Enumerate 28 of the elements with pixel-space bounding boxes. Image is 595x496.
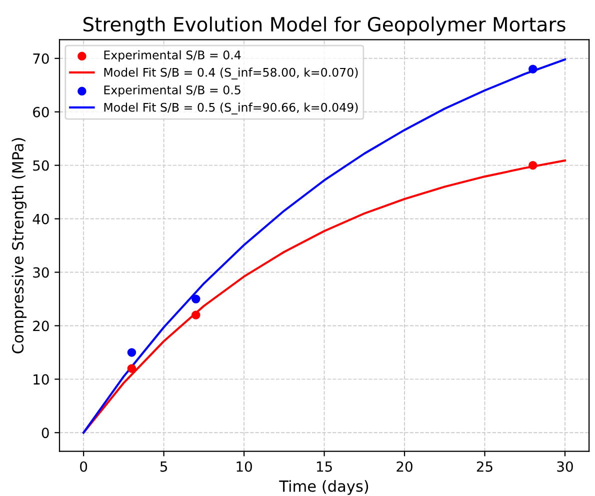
y-tick-label: 50 — [33, 160, 49, 171]
point — [528, 64, 538, 74]
legend-label: Model Fit S/B = 0.5 (S_inf=90.66, k=0.049) — [104, 102, 358, 114]
x-tick-label: 0 — [80, 461, 88, 472]
y-axis-title: Compressive Strength (MPa) — [12, 138, 27, 354]
point — [192, 310, 200, 320]
x-tick-label: 20 — [396, 461, 412, 472]
y-tick-label: 10 — [34, 374, 49, 385]
x-tick-label: 25 — [476, 461, 492, 472]
x-tick-label: 10 — [236, 461, 252, 472]
point — [127, 348, 136, 357]
legend-label: Model Fit S/B = 0.4 (S_inf=58.00, k=0.070) — [104, 68, 358, 80]
x-tick-label: 15 — [316, 462, 332, 472]
y-tick-label: 0 — [42, 428, 49, 438]
point — [192, 294, 200, 304]
point — [127, 364, 136, 373]
x-axis-title: Time (days) — [279, 480, 368, 495]
x-tick-label: 30 — [557, 461, 573, 472]
y-tick-label: 60 — [33, 106, 49, 118]
x-tick-label: 5 — [160, 462, 168, 472]
legend-label: Experimental S/B = 0.4 — [104, 50, 241, 62]
y-tick-label: 30 — [33, 267, 49, 278]
y-tick-label: 70 — [33, 53, 49, 64]
y-tick-label: 40 — [32, 214, 49, 224]
y-tick-label: 20 — [33, 320, 49, 332]
point — [528, 160, 538, 170]
chart-title: Strength Evolution Model for Geopolymer Mortars — [84, 16, 566, 36]
legend-label: Experimental S/B = 0.5 — [104, 85, 240, 97]
